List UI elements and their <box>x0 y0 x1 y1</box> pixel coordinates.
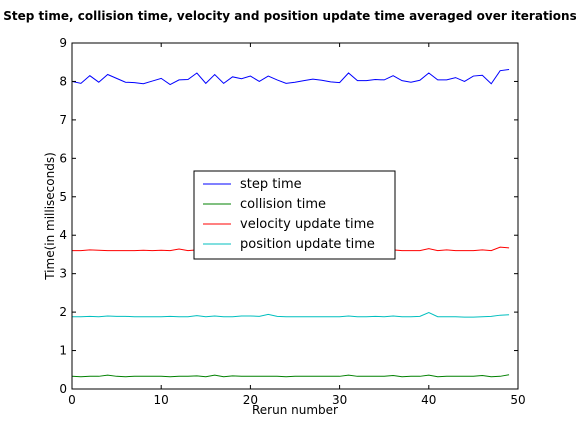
x-tick-label: 0 <box>68 393 76 407</box>
x-tick-label: 40 <box>421 393 436 407</box>
y-axis-label: Time(in milliseconds) <box>43 152 57 281</box>
series-line-3 <box>72 311 510 318</box>
x-axis-label: Rerun number <box>252 403 338 417</box>
y-tick-label: 7 <box>59 113 67 127</box>
y-tick-label: 1 <box>59 344 67 358</box>
y-tick-label: 3 <box>59 267 67 281</box>
axis-ticks: 0 10 20 30 40 50 0 1 2 3 4 5 6 7 8 9 <box>59 36 525 407</box>
y-tick-label: 0 <box>59 382 67 396</box>
x-tick-label: 10 <box>154 393 169 407</box>
legend-label-3: position update time <box>240 237 375 252</box>
y-tick-label: 9 <box>59 36 67 50</box>
series-line-0 <box>71 69 510 86</box>
y-tick-label: 6 <box>59 151 67 165</box>
legend-label-0: step time <box>240 177 302 192</box>
series-line-1 <box>71 374 510 378</box>
y-tick-label: 2 <box>59 305 67 319</box>
plot-frame <box>71 42 519 390</box>
y-tick-label: 5 <box>59 190 67 204</box>
legend: step time collision time velocity update t… <box>193 170 396 260</box>
legend-label-2: velocity update time <box>240 217 374 232</box>
x-tick-label: 50 <box>510 393 525 407</box>
chart-title: Step time, collision time, velocity and … <box>3 9 576 23</box>
x-tick-label: 30 <box>332 393 347 407</box>
y-tick-label: 8 <box>59 74 67 88</box>
x-tick-label: 20 <box>243 393 258 407</box>
y-tick-label: 4 <box>59 228 67 242</box>
legend-label-1: collision time <box>240 197 326 212</box>
